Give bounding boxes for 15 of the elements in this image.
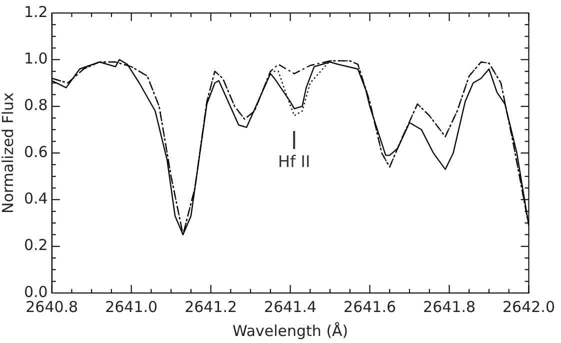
x-axis-title: Wavelength (Å) bbox=[232, 322, 348, 340]
x-tick-label: 2641.2 bbox=[184, 298, 238, 316]
y-tick-label: 1.0 bbox=[24, 50, 48, 68]
y-axis-title: Normalized Flux bbox=[0, 92, 17, 214]
x-tick-label: 2641.0 bbox=[105, 298, 158, 316]
y-tick-label: 0.4 bbox=[24, 190, 48, 208]
x-tick-label: 2641.4 bbox=[264, 298, 317, 316]
y-tick-label: 0.6 bbox=[24, 142, 48, 161]
y-tick-label: 0.2 bbox=[24, 236, 48, 254]
annotation: Hf II bbox=[278, 152, 310, 172]
x-tick-label: 2641.6 bbox=[344, 298, 396, 316]
y-tick-label: 0.8 bbox=[24, 96, 48, 114]
x-tick-label: 2641.8 bbox=[423, 298, 476, 316]
y-tick-label: 1.2 bbox=[24, 2, 48, 21]
x-tick-label: 2642.0 bbox=[502, 298, 556, 316]
